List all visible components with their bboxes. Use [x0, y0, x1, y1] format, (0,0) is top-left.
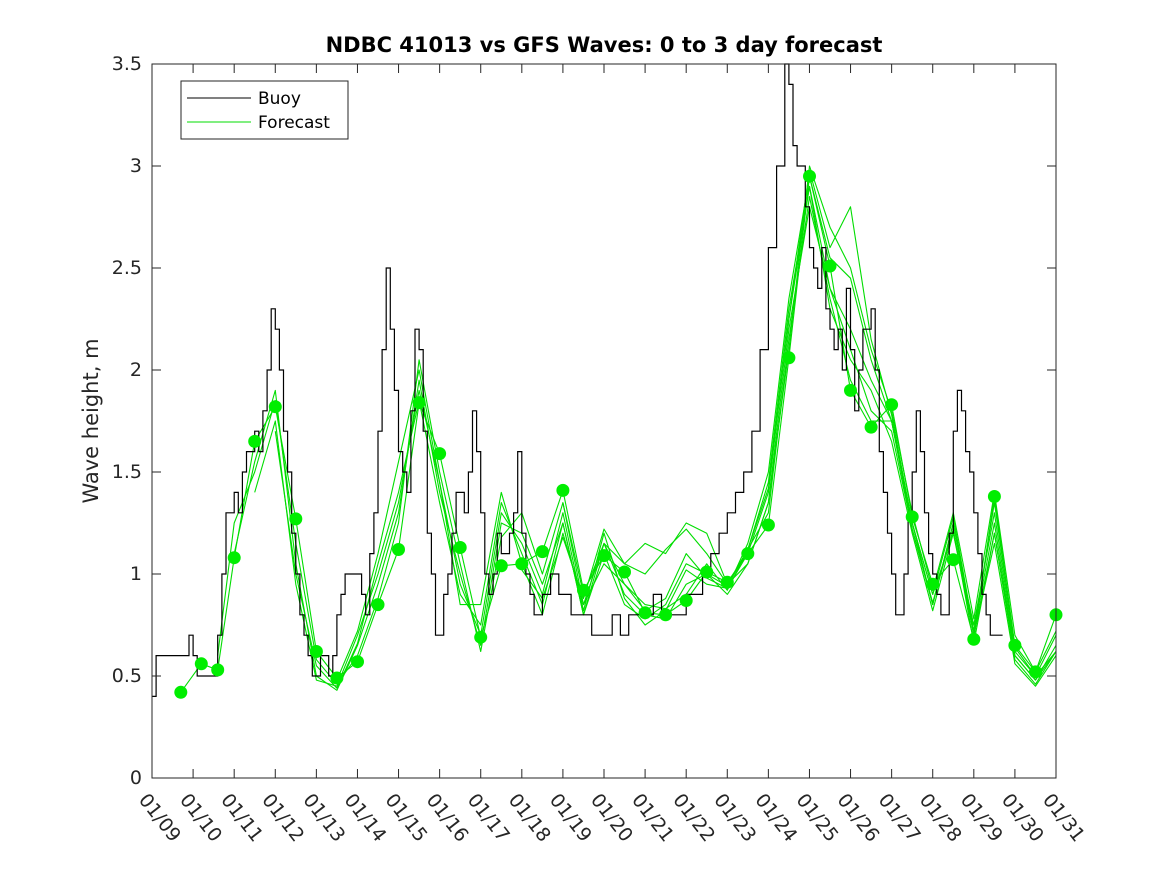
- y-tick-label: 1.5: [112, 461, 142, 483]
- forecast-point: [597, 549, 611, 563]
- forecast-point: [227, 551, 241, 565]
- forecast-line-5: [336, 175, 1057, 681]
- forecast-point: [926, 577, 940, 591]
- forecast-point: [556, 483, 570, 497]
- legend-box: [180, 80, 349, 140]
- forecast-point: [1029, 665, 1042, 679]
- forecast-point: [638, 606, 652, 620]
- plot-area: [152, 64, 1056, 778]
- forecast-point: [515, 557, 529, 571]
- forecast-point: [412, 396, 426, 410]
- forecast-line-6: [521, 169, 1057, 677]
- forecast-point: [844, 383, 857, 397]
- forecast-point: [885, 398, 899, 412]
- y-tick-label: 0: [130, 767, 142, 789]
- forecast-point: [330, 671, 344, 685]
- forecast-point: [803, 169, 816, 183]
- forecast-point: [289, 512, 303, 526]
- forecast-point: [761, 518, 775, 532]
- forecast-point: [268, 400, 282, 414]
- forecast-point: [494, 559, 508, 573]
- forecast-point: [946, 553, 960, 567]
- forecast-point: [174, 685, 188, 699]
- forecast-point: [351, 655, 364, 669]
- forecast-point: [741, 547, 755, 561]
- chart-title: NDBC 41013 vs GFS Waves: 0 to 3 day fore…: [326, 33, 883, 57]
- forecast-point: [371, 598, 385, 612]
- forecast-point: [967, 632, 981, 646]
- forecast-point: [433, 447, 447, 461]
- buoy-line: [152, 63, 1003, 697]
- y-tick-label: 2: [130, 359, 142, 381]
- forecast-point: [618, 565, 631, 579]
- legend: Buoy Forecast: [180, 80, 349, 140]
- forecast-point: [309, 645, 323, 658]
- forecast-line-3: [254, 185, 1057, 687]
- forecast-point: [1008, 638, 1022, 652]
- y-tick-label: 3.5: [112, 53, 142, 75]
- forecast-markers: [174, 169, 1063, 699]
- forecast-point: [248, 434, 262, 448]
- forecast-point: [211, 663, 225, 677]
- forecast-point: [474, 630, 488, 644]
- forecast-point: [194, 657, 208, 671]
- legend-forecast-label: Forecast: [258, 113, 330, 133]
- forecast-point: [535, 545, 549, 559]
- forecast-point: [577, 583, 590, 597]
- forecast-line-7: [562, 165, 1057, 673]
- forecast-point: [823, 259, 837, 273]
- forecast-point: [679, 594, 693, 607]
- y-tick-label: 3: [130, 155, 142, 177]
- forecast-point: [453, 541, 467, 554]
- y-axis-label: Wave height, m: [79, 338, 103, 503]
- y-tick-label: 1: [130, 563, 142, 585]
- y-tick-label: 0.5: [112, 665, 142, 687]
- legend-buoy-label: Buoy: [258, 89, 301, 109]
- forecast-point: [700, 565, 714, 579]
- forecast-point: [782, 351, 796, 365]
- forecast-point: [905, 510, 919, 524]
- forecast-point: [659, 608, 673, 622]
- forecast-point: [864, 420, 878, 434]
- y-tick-label: 2.5: [112, 257, 142, 279]
- forecast-point: [720, 575, 734, 589]
- forecast-point: [987, 490, 1001, 503]
- forecast-point: [392, 543, 405, 556]
